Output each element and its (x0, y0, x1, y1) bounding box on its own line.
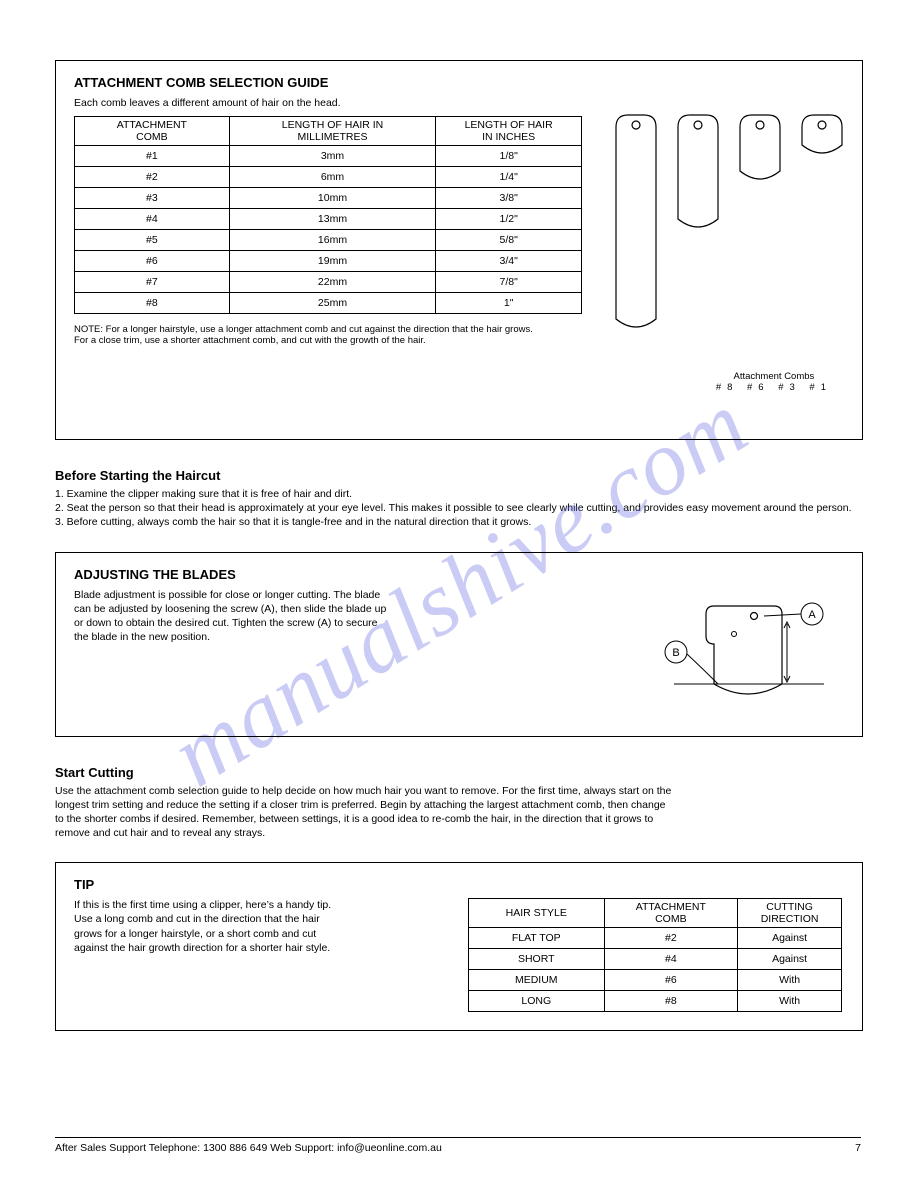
panel3-title: TIP (74, 877, 844, 892)
combs-caption: Attachment Combs #8 #6 #3 #1 (716, 371, 832, 393)
table-row: #516mm5/8" (75, 230, 582, 251)
before-starting-body: 1. Examine the clipper making sure that … (55, 487, 863, 530)
table-row: #722mm7/8" (75, 272, 582, 293)
label-a: A (808, 609, 816, 621)
panel2-title: ADJUSTING THE BLADES (74, 567, 844, 582)
table-row: #13mm1/8" (75, 146, 582, 167)
table-row: #619mm3/4" (75, 251, 582, 272)
panel1-title: ATTACHMENT COMB SELECTION GUIDE (74, 75, 844, 90)
start-cutting-heading: Start Cutting (55, 765, 863, 780)
table-header-row: ATTACHMENT COMB LENGTH OF HAIR IN MILLIM… (75, 117, 582, 146)
page-footer: After Sales Support Telephone: 1300 886 … (55, 1137, 861, 1154)
table-row: #413mm1/2" (75, 209, 582, 230)
attachment-combs-icon (608, 109, 848, 359)
table-row: SHORT#4Against (469, 949, 842, 970)
page-container: ATTACHMENT COMB SELECTION GUIDE Each com… (0, 0, 918, 1089)
table-row: FLAT TOP#2Against (469, 928, 842, 949)
panel-tip: TIP If this is the first time using a cl… (55, 862, 863, 1031)
label-b: B (672, 647, 679, 659)
footer-left: After Sales Support Telephone: 1300 886 … (55, 1142, 442, 1154)
table-row: #825mm1" (75, 293, 582, 314)
table-row: MEDIUM#6With (469, 970, 842, 991)
panel1-note: NOTE: For a longer hairstyle, use a long… (74, 324, 594, 346)
th-mm: LENGTH OF HAIR IN MILLIMETRES (229, 117, 436, 146)
table-row: #310mm3/8" (75, 188, 582, 209)
tip-table: HAIR STYLE ATTACHMENT COMB CUTTING DIREC… (468, 898, 842, 1012)
comb-table-body: #13mm1/8" #26mm1/4" #310mm3/8" #413mm1/2… (75, 146, 582, 314)
table-row: #26mm1/4" (75, 167, 582, 188)
th-style: HAIR STYLE (469, 899, 605, 928)
blade-adjust-diagram-icon: A B (614, 588, 844, 718)
table-row: LONG#8With (469, 991, 842, 1012)
th-in: LENGTH OF HAIR IN INCHES (436, 117, 582, 146)
th-dir: CUTTING DIRECTION (738, 899, 842, 928)
table-header-row: HAIR STYLE ATTACHMENT COMB CUTTING DIREC… (469, 899, 842, 928)
start-cutting-section: Start Cutting Use the attachment comb se… (55, 765, 863, 841)
th-combn: ATTACHMENT COMB (604, 899, 738, 928)
panel-adjust-blades: ADJUSTING THE BLADES Blade adjustment is… (55, 552, 863, 737)
panel3-left: If this is the first time using a clippe… (74, 898, 444, 1012)
panel-comb-guide: ATTACHMENT COMB SELECTION GUIDE Each com… (55, 60, 863, 440)
th-comb: ATTACHMENT COMB (75, 117, 230, 146)
before-starting-heading: Before Starting the Haircut (55, 468, 863, 483)
comb-table: ATTACHMENT COMB LENGTH OF HAIR IN MILLIM… (74, 116, 582, 314)
footer-page-number: 7 (855, 1142, 861, 1154)
before-starting-section: Before Starting the Haircut 1. Examine t… (55, 468, 863, 530)
start-cutting-body: Use the attachment comb selection guide … (55, 784, 863, 841)
panel2-body: Blade adjustment is possible for close o… (74, 588, 590, 718)
